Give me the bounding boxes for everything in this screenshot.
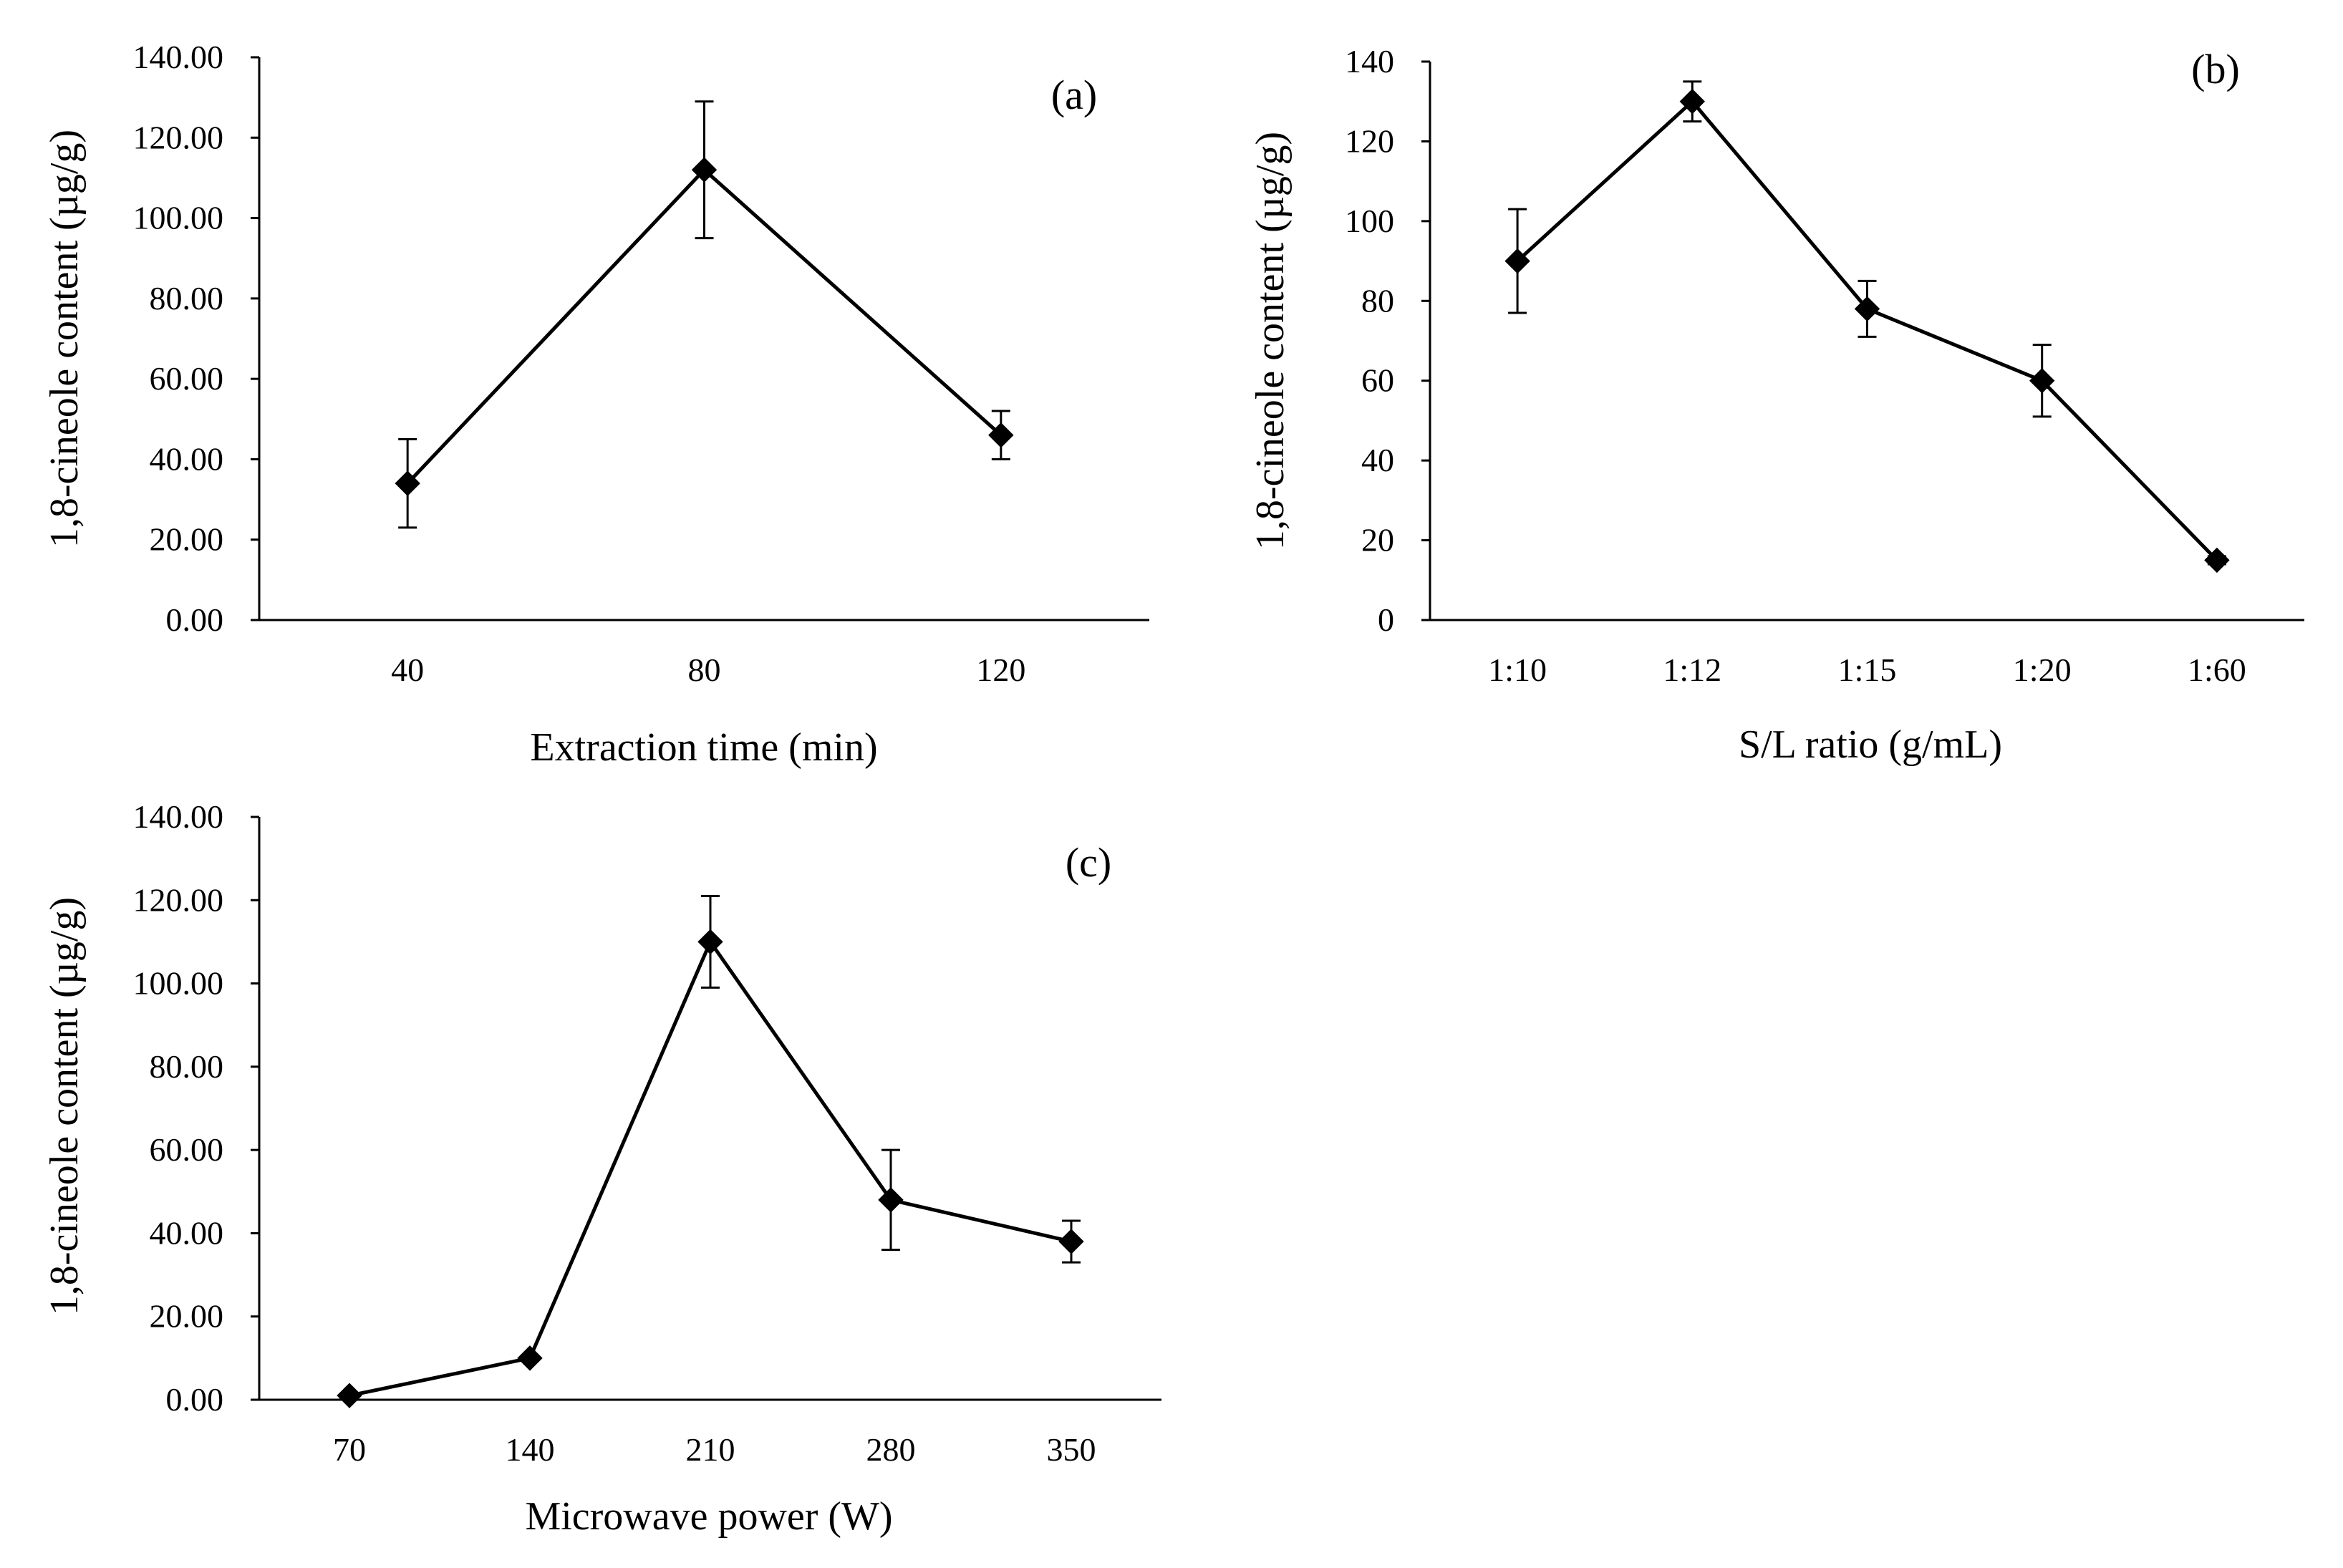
series-line [349, 938, 1072, 1398]
data-point [1854, 296, 1880, 322]
data-point [337, 1383, 362, 1408]
x-tick-label: 210 [686, 1431, 735, 1468]
data-point [988, 422, 1014, 448]
y-tick-label: 20.00 [150, 521, 224, 558]
x-tick-label: 1:20 [2013, 652, 2072, 688]
data-point [697, 929, 723, 955]
data-point [2204, 547, 2230, 574]
x-tick-label: 350 [1047, 1431, 1096, 1468]
y-tick-label: 40 [1361, 442, 1394, 478]
chart-panel-b: (b) S/L ratio (g/mL) 1,8-cineole content… [1248, 43, 2304, 767]
y-tick-label: 140.00 [133, 798, 224, 835]
chart-panel-c: (c) Microwave power (W) 1,8-cineole cont… [42, 798, 1161, 1539]
y-tick-label: 120.00 [133, 881, 224, 918]
y-tick-label: 80 [1361, 282, 1394, 319]
data-point [1679, 89, 1706, 115]
panel-label: (a) [1051, 72, 1097, 118]
x-tick-label: 1:15 [1838, 652, 1897, 688]
data-point [517, 1345, 543, 1371]
x-tick-label: 80 [688, 652, 721, 688]
x-tick-label: 70 [333, 1431, 366, 1468]
x-tick-label: 1:10 [1488, 652, 1547, 688]
y-tick-label: 60.00 [150, 1131, 224, 1168]
y-tick-label: 0.00 [166, 1381, 224, 1418]
y-tick-label: 40.00 [150, 1214, 224, 1251]
y-tick-label: 80.00 [150, 280, 224, 316]
data-point [2029, 368, 2055, 394]
data-point [878, 1187, 904, 1213]
y-axis-title: 1,8-cineole content (µg/g) [1248, 132, 1293, 550]
x-tick-label: 140 [506, 1431, 555, 1468]
y-tick-label: 0.00 [166, 601, 224, 638]
y-tick-label: 20.00 [150, 1298, 224, 1335]
y-tick-label: 80.00 [150, 1048, 224, 1085]
x-axis-title: Extraction time (min) [530, 725, 877, 770]
data-point [691, 157, 718, 183]
x-tick-label: 120 [976, 652, 1025, 688]
y-tick-label: 120 [1345, 122, 1394, 159]
x-axis-title: S/L ratio (g/mL) [1739, 722, 2002, 767]
y-axis-title: 1,8-cineole content (µg/g) [42, 130, 87, 548]
y-tick-label: 100.00 [133, 200, 224, 236]
x-tick-label: 280 [866, 1431, 916, 1468]
y-tick-label: 120.00 [133, 119, 224, 155]
panel-label: (b) [2191, 46, 2240, 92]
data-point [1504, 248, 1530, 274]
x-tick-label: 40 [391, 652, 424, 688]
x-axis-title: Microwave power (W) [525, 1494, 892, 1539]
y-tick-label: 0 [1378, 601, 1394, 638]
y-tick-label: 140.00 [133, 39, 224, 75]
y-axis-title: 1,8-cineole content (µg/g) [42, 897, 87, 1315]
panel-label: (c) [1066, 839, 1111, 886]
y-tick-label: 60.00 [150, 360, 224, 397]
y-tick-label: 100.00 [133, 965, 224, 1002]
x-tick-label: 1:60 [2188, 652, 2246, 688]
x-tick-label: 1:12 [1663, 652, 1721, 688]
y-tick-label: 20 [1361, 522, 1394, 558]
chart-panel-a: (a) Extraction time (min) 1,8-cineole co… [42, 39, 1149, 770]
data-point [395, 470, 420, 496]
data-point [1058, 1229, 1084, 1254]
y-tick-label: 100 [1345, 203, 1394, 239]
y-tick-label: 40.00 [150, 440, 224, 477]
y-tick-label: 140 [1345, 43, 1394, 79]
y-tick-label: 60 [1361, 362, 1394, 399]
